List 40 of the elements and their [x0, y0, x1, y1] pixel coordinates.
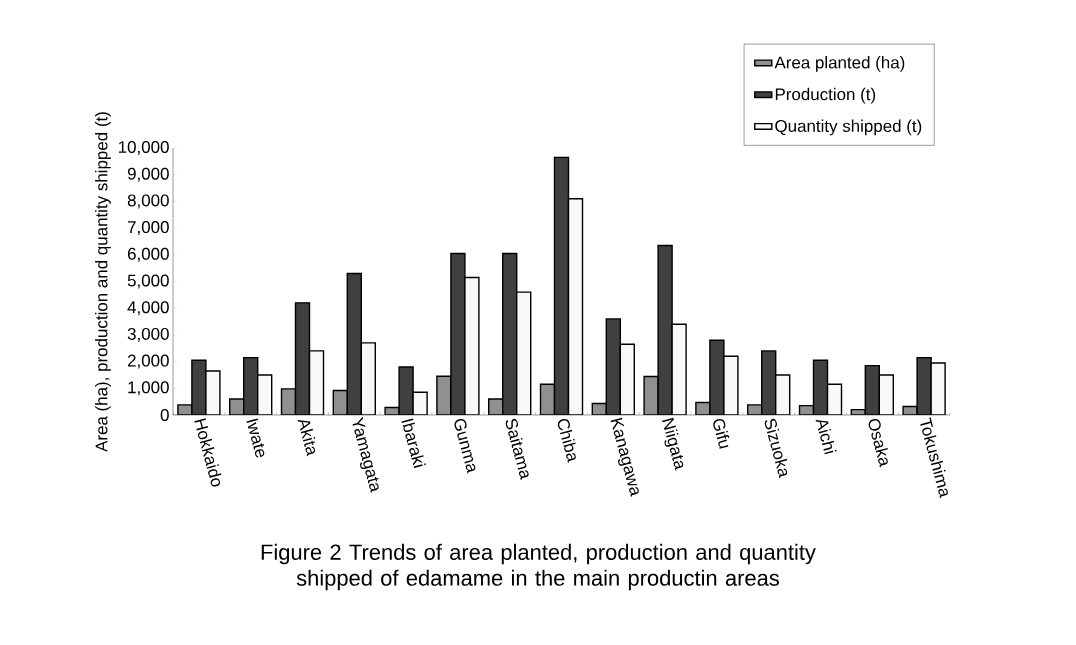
- y-tick-label: 9,000: [127, 167, 169, 182]
- y-tick-label: 5,000: [127, 274, 169, 289]
- x-tick-label: Kanagawa: [610, 417, 639, 497]
- x-tick-label: Sizuoka: [764, 418, 788, 479]
- y-tick-label: 8,000: [127, 194, 169, 209]
- y-axis-title: Area (ha), production and quantity shipped (t): [95, 112, 111, 452]
- x-tick-label: Saitama: [505, 418, 529, 480]
- y-tick-label: 3,000: [127, 327, 169, 342]
- x-tick-label: Gifu: [713, 418, 730, 449]
- y-tick-label: 2,000: [127, 354, 169, 369]
- x-tick-label: Gunma: [454, 418, 476, 474]
- y-tick-label: 0: [160, 409, 169, 421]
- y-tick-label: 10,000: [118, 141, 169, 155]
- y-tick-label: 1,000: [128, 381, 169, 396]
- y-tick-label: 7,000: [127, 221, 169, 236]
- x-tick-label: Iwate: [246, 418, 265, 458]
- x-tick-label: Tokushima: [920, 417, 948, 499]
- bar: [294, 302, 311, 415]
- y-tick-label: 6,000: [127, 247, 169, 262]
- bar: [346, 272, 362, 415]
- x-tick-label: Akita: [297, 420, 316, 457]
- x-tick-label: Hokkaido: [194, 418, 222, 487]
- bar: [553, 156, 570, 415]
- y-tick-label: 4,000: [127, 301, 169, 316]
- bar: [864, 364, 881, 415]
- legend-label: Area planted (ha): [774, 56, 905, 72]
- x-tick-label: Niigata: [662, 417, 684, 471]
- bar: [761, 350, 777, 415]
- x-tick-label: Ibaraki: [401, 418, 426, 468]
- x-tick-label: Aichi: [815, 420, 837, 455]
- bar: [502, 252, 518, 415]
- text: Figure 2 Trends of area planted, production and quantity shipped of edamame in the main productin areas: [261, 543, 816, 591]
- x-tick-label: Chiba: [557, 418, 576, 463]
- bar: [243, 356, 259, 415]
- x-tick-label: Osaka: [868, 418, 888, 468]
- legend-label: Quantity shipped (t): [775, 119, 922, 136]
- bar: [605, 318, 621, 415]
- bar: [812, 359, 829, 415]
- legend-label: Production (t): [775, 87, 876, 104]
- x-tick-label: Yamagata: [352, 416, 379, 493]
